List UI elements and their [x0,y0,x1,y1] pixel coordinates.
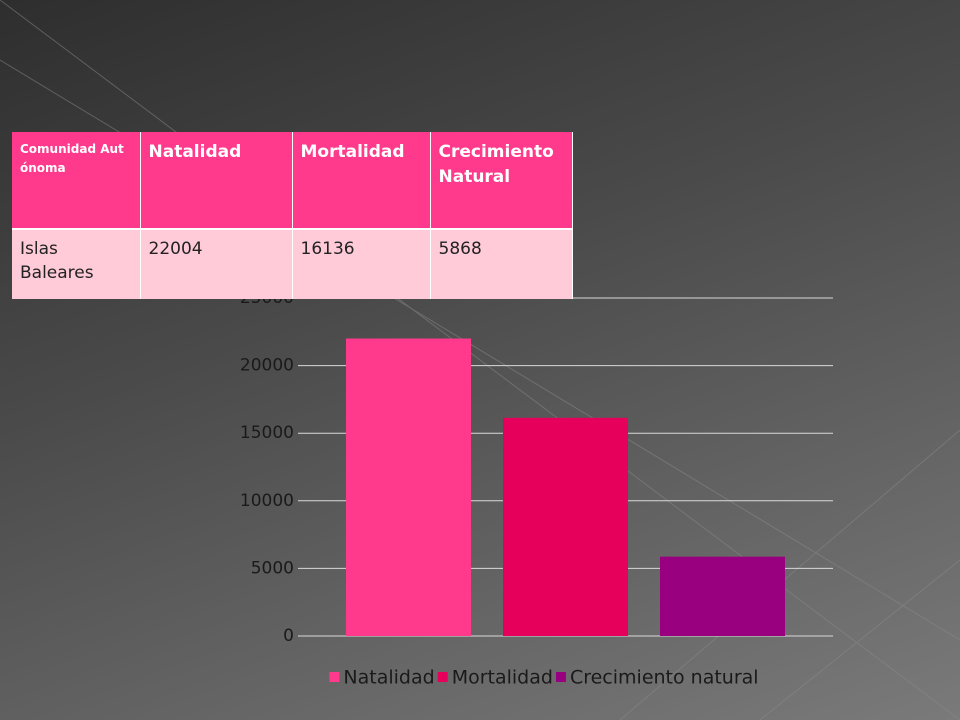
legend-swatch [437,672,448,682]
header-cell: Comunidad Autónoma [12,132,141,229]
cell: 5868 [430,228,573,299]
header-cell: Natalidad [140,132,293,229]
legend-swatch [329,672,340,682]
header-row: Comunidad Autónoma Natalidad Mortalidad … [12,132,573,229]
cell: 16136 [292,228,431,299]
cell: 22004 [140,228,293,299]
data-row: Islas Baleares 22004 16136 5868 [12,228,573,299]
legend-label: Mortalidad [452,667,553,689]
bar [503,417,628,636]
legend-label: Crecimiento natural [570,667,759,689]
y-tick-label: 10000 [240,491,294,511]
legend-swatch [555,672,566,682]
header-cell: Mortalidad [292,132,431,229]
data-table: Comunidad Autónoma Natalidad Mortalidad … [12,132,573,299]
y-tick-label: 20000 [240,356,294,376]
bar [346,338,471,636]
header-cell: Crecimiento Natural [430,132,573,229]
y-tick-label: 0 [283,626,294,646]
legend-label: Natalidad [343,667,434,689]
y-tick-label: 5000 [251,558,294,578]
bar [660,556,785,636]
cell: Islas Baleares [12,228,141,299]
y-tick-label: 15000 [240,423,294,443]
